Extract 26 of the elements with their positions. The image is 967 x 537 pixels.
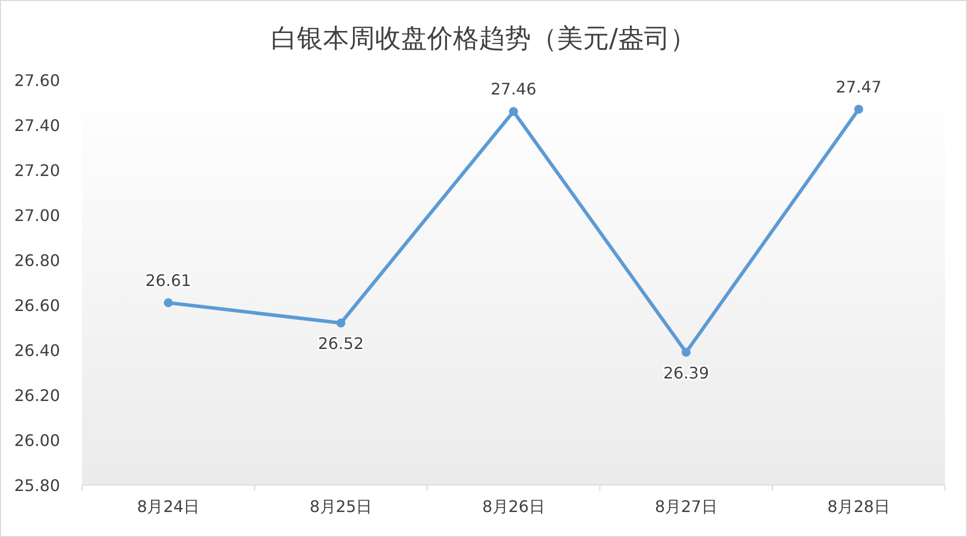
point: [509, 107, 518, 116]
y-tick-label: 27.60: [14, 71, 60, 90]
x-tick-label: 8月26日: [482, 497, 545, 516]
data-label: 26.61: [145, 270, 192, 290]
y-tick-label: 25.80: [14, 476, 60, 495]
data-label: 26.39: [663, 363, 710, 382]
y-tick-label: 27.00: [14, 206, 60, 225]
data-label: 27.46: [490, 80, 536, 98]
y-tick-label: 26.80: [14, 251, 60, 270]
point: [854, 104, 864, 114]
y-tick-label: 27.40: [14, 116, 60, 135]
data-label: 27.47: [836, 77, 882, 96]
x-tick-label: 8月28日: [827, 497, 890, 516]
point: [682, 348, 691, 357]
y-tick-label: 26.60: [14, 296, 60, 315]
data-label: 26.52: [318, 334, 364, 353]
x-tick-label: 8月27日: [654, 497, 718, 516]
point: [336, 318, 346, 328]
x-tick-label: 8月25日: [310, 497, 372, 516]
y-tick-label: 26.00: [14, 431, 60, 450]
x-tick-label: 8月24日: [137, 497, 200, 516]
y-tick-label: 26.40: [14, 341, 60, 360]
y-tick-label: 27.20: [14, 161, 60, 180]
point: [164, 298, 173, 308]
chart-title: 白银本周收盘价格趋势（美元/盎司）: [271, 24, 696, 54]
y-tick-label: 26.20: [14, 386, 60, 405]
